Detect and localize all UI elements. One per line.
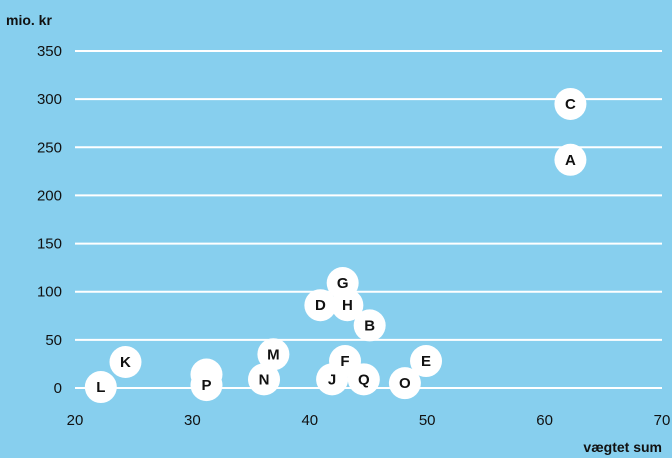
data-point-n: N xyxy=(248,363,281,396)
data-point-b: B xyxy=(353,309,386,342)
point-marker xyxy=(248,363,281,396)
point-label: A xyxy=(565,152,576,169)
point-label: F xyxy=(340,353,349,370)
point-marker xyxy=(316,363,349,396)
data-point-d: D xyxy=(304,289,337,322)
point-label: K xyxy=(120,354,131,371)
y-tick-label: 200 xyxy=(37,187,62,204)
y-axis-title: mio. kr xyxy=(6,12,52,28)
y-tick-label: 300 xyxy=(37,91,62,108)
x-tick-label: 40 xyxy=(301,412,318,429)
point-marker xyxy=(257,338,290,371)
gridlines xyxy=(75,50,662,389)
data-point-e: E xyxy=(410,345,443,378)
point-marker xyxy=(554,143,587,176)
point-label: M xyxy=(267,346,280,363)
point-label: G xyxy=(337,275,349,292)
y-tick-label: 0 xyxy=(54,380,62,397)
point-marker xyxy=(347,363,380,396)
y-tick-label: 250 xyxy=(37,139,62,156)
data-point-h: H xyxy=(331,289,364,322)
point-marker xyxy=(304,289,337,322)
y-tick-label: 50 xyxy=(45,332,62,349)
data-point-m: M xyxy=(257,338,290,371)
y-tick-label: 100 xyxy=(37,284,62,301)
x-tick-label: 60 xyxy=(536,412,553,429)
point-label: P xyxy=(201,377,211,394)
point-label: B xyxy=(364,317,375,334)
data-point-q: Q xyxy=(347,363,380,396)
x-tick-label: 50 xyxy=(419,412,436,429)
y-tick-label: 150 xyxy=(37,236,62,253)
data-point-c: C xyxy=(554,87,587,120)
data-points: CAGDHBMFEKIJQNOPL xyxy=(84,87,587,404)
point-label: H xyxy=(342,297,353,314)
data-point-k: K xyxy=(109,346,142,379)
x-tick-label: 70 xyxy=(654,412,671,429)
point-label: O xyxy=(399,375,411,392)
x-tick-label: 30 xyxy=(184,412,201,429)
point-marker xyxy=(388,367,421,400)
x-tick-label: 20 xyxy=(67,412,84,429)
point-label: E xyxy=(421,353,431,370)
data-point-a: A xyxy=(554,143,587,176)
point-marker xyxy=(84,371,117,404)
x-axis-ticks: 20 30 40 50 60 70 xyxy=(67,412,671,429)
y-axis-ticks: 0 50 100 150 200 250 300 350 xyxy=(37,43,62,397)
point-marker xyxy=(190,369,223,402)
point-marker xyxy=(109,346,142,379)
point-label: Q xyxy=(358,371,370,388)
data-point-p: P xyxy=(190,369,223,402)
point-marker xyxy=(353,309,386,342)
point-marker xyxy=(331,289,364,322)
point-marker xyxy=(554,87,587,120)
point-label: J xyxy=(328,371,336,388)
point-label: D xyxy=(315,297,326,314)
data-point-j: J xyxy=(316,363,349,396)
y-tick-label: 350 xyxy=(37,43,62,60)
point-label: L xyxy=(96,379,105,396)
point-label: N xyxy=(259,371,270,388)
x-axis-title: vægtet sum xyxy=(583,439,662,455)
data-point-l: L xyxy=(84,371,117,404)
point-label: C xyxy=(565,96,576,113)
data-point-o: O xyxy=(388,367,421,400)
point-marker xyxy=(410,345,443,378)
